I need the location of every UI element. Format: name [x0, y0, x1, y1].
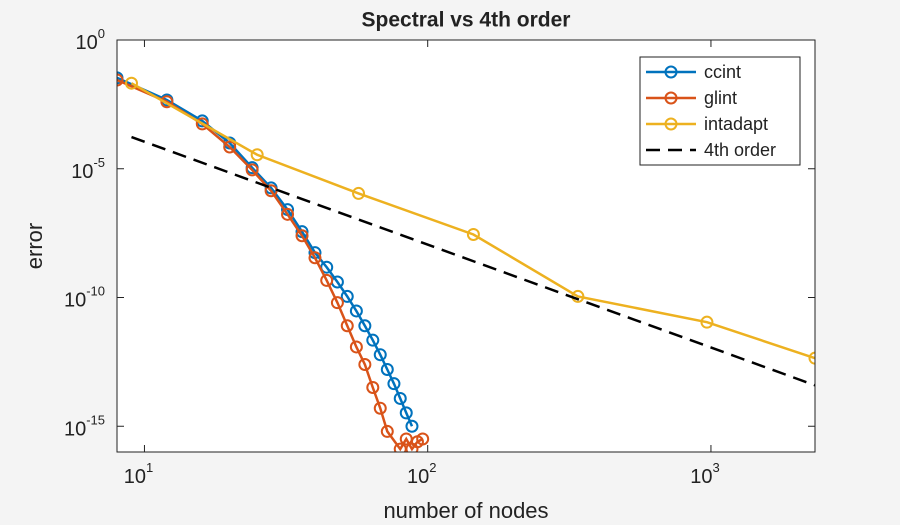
- data-point: [380, 424, 394, 438]
- series-layer: [117, 71, 815, 452]
- series-line: [130, 82, 815, 360]
- tick-exponent: -10: [86, 284, 105, 299]
- legend-marker: [664, 91, 678, 105]
- tick-exponent: -5: [93, 155, 105, 170]
- tick-exponent: -15: [86, 413, 105, 428]
- legend-label: ccint: [704, 62, 741, 82]
- data-point: [358, 319, 372, 333]
- data-point: [160, 95, 174, 109]
- axes-box: [116, 39, 816, 453]
- data-point: [223, 140, 237, 154]
- data-point: [117, 73, 124, 87]
- legend-label: glint: [704, 88, 737, 108]
- tick-base: 10: [71, 161, 93, 183]
- tick-exponent: 3: [712, 460, 719, 475]
- legend-marker: [664, 117, 678, 131]
- legend-label: intadapt: [704, 114, 768, 134]
- tick-label: 103: [690, 460, 719, 488]
- data-point: [195, 117, 209, 131]
- data-point: [366, 333, 380, 347]
- data-point: [250, 148, 264, 162]
- series-line: [131, 135, 815, 387]
- data-point: [308, 251, 322, 265]
- data-point: [124, 76, 138, 90]
- data-point: [340, 289, 354, 303]
- tick-base: 10: [64, 419, 86, 441]
- tick-label: 101: [124, 460, 153, 488]
- tick-base: 10: [407, 466, 429, 488]
- data-point: [330, 296, 344, 310]
- data-point: [808, 351, 815, 365]
- tick-label: 10-15: [64, 413, 105, 441]
- data-point: [320, 273, 334, 287]
- data-point: [349, 340, 363, 354]
- legend-marker: [664, 65, 678, 79]
- tick-label: 10-10: [64, 284, 105, 312]
- tick-label: 100: [76, 26, 105, 54]
- data-point: [349, 304, 363, 318]
- tick-base: 10: [76, 32, 98, 54]
- x-axis-label: number of nodes: [383, 498, 548, 523]
- data-point: [245, 163, 259, 177]
- tick-base: 10: [124, 466, 146, 488]
- y-axis-label: error: [22, 223, 47, 269]
- legend-label: 4th order: [704, 140, 776, 160]
- chart-title: Spectral vs 4th order: [362, 9, 571, 32]
- data-point: [393, 391, 407, 405]
- data-point: [340, 319, 354, 333]
- tick-exponent: 0: [98, 26, 105, 41]
- data-point: [373, 401, 387, 415]
- data-point: [373, 348, 387, 362]
- tick-exponent: 2: [429, 460, 436, 475]
- legend: ccint glint intadapt 4th order: [639, 56, 801, 166]
- data-point: [405, 419, 419, 433]
- data-point: [366, 380, 380, 394]
- data-point: [700, 315, 714, 329]
- tick-label: 10-5: [71, 155, 105, 183]
- data-point: [281, 207, 295, 221]
- data-point: [358, 358, 372, 372]
- data-point: [416, 432, 430, 446]
- data-point: [380, 362, 394, 376]
- data-point: [295, 229, 309, 243]
- data-point: [399, 406, 413, 420]
- tick-exponent: 1: [146, 460, 153, 475]
- data-point: [352, 186, 366, 200]
- data-point: [387, 377, 401, 391]
- tick-label: 102: [407, 460, 436, 488]
- tick-base: 10: [690, 466, 712, 488]
- tick-base: 10: [64, 290, 86, 312]
- data-point: [466, 227, 480, 241]
